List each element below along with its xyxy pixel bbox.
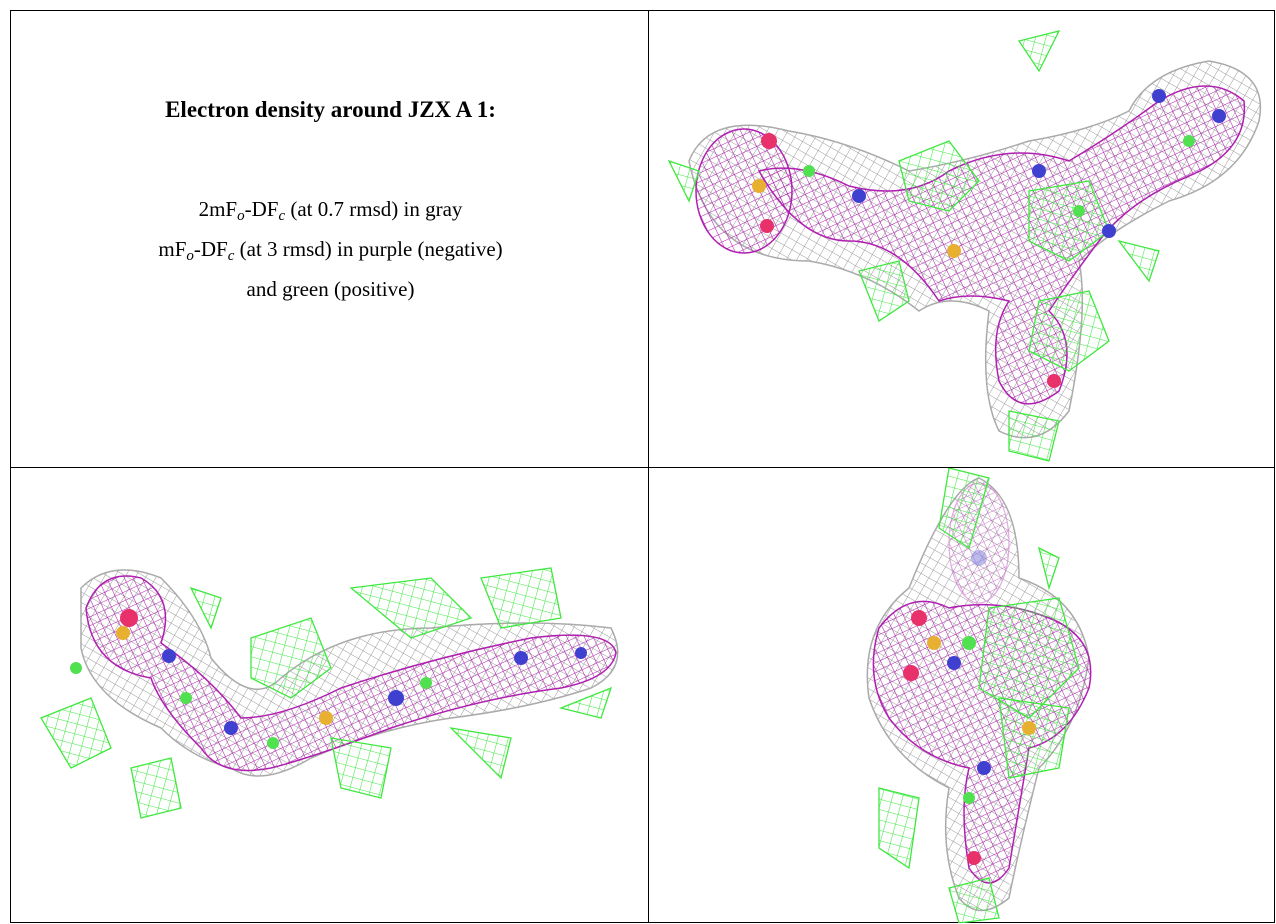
density-view bbox=[649, 10, 1275, 467]
atom bbox=[420, 677, 432, 689]
subscript: o bbox=[237, 208, 245, 224]
atom bbox=[760, 219, 774, 233]
atoms bbox=[70, 609, 587, 749]
subscript: o bbox=[186, 248, 194, 264]
caption-lines: 2mFo-DFc (at 0.7 rmsd) in gray mFo-DFc (at… bbox=[11, 193, 650, 306]
text: (at 3 rmsd) in purple (negative) bbox=[239, 237, 503, 261]
atom bbox=[947, 244, 961, 258]
atom bbox=[514, 651, 528, 665]
atom bbox=[267, 737, 279, 749]
atom bbox=[761, 133, 777, 149]
atom bbox=[116, 626, 130, 640]
atom bbox=[224, 721, 238, 735]
caption-title: Electron density around JZX A 1: bbox=[165, 97, 496, 122]
caption-line: mFo-DFc (at 3 rmsd) in purple (negative) bbox=[11, 233, 650, 273]
subscript: c bbox=[278, 208, 286, 224]
density-render bbox=[866, 468, 1092, 923]
atom bbox=[120, 609, 138, 627]
atom bbox=[927, 636, 941, 650]
atom bbox=[1183, 135, 1195, 147]
atom bbox=[388, 690, 404, 706]
atoms bbox=[752, 89, 1226, 388]
atom bbox=[1152, 89, 1166, 103]
atom bbox=[852, 189, 866, 203]
figure-table: Electron density around JZX A 1: 2mFo-DF… bbox=[10, 10, 1275, 923]
atom bbox=[971, 550, 987, 566]
mesh-purple bbox=[695, 128, 793, 254]
atom bbox=[963, 792, 975, 804]
density-view bbox=[649, 467, 1275, 923]
atom bbox=[752, 179, 766, 193]
atom bbox=[803, 165, 815, 177]
atom bbox=[1102, 224, 1116, 238]
atom bbox=[1022, 721, 1036, 735]
atom bbox=[162, 649, 176, 663]
text: -DF bbox=[193, 237, 228, 261]
atom bbox=[911, 610, 927, 626]
atom bbox=[1073, 205, 1085, 217]
atom bbox=[1212, 109, 1226, 123]
atom bbox=[962, 636, 976, 650]
mesh-purple bbox=[85, 575, 617, 772]
mesh-green bbox=[878, 468, 1080, 923]
density-render bbox=[667, 30, 1262, 462]
atom bbox=[947, 656, 961, 670]
text: -DF bbox=[244, 197, 279, 221]
atom bbox=[70, 662, 82, 674]
caption-cell: Electron density around JZX A 1: 2mFo-DF… bbox=[10, 10, 649, 467]
caption-line: 2mFo-DFc (at 0.7 rmsd) in gray bbox=[11, 193, 650, 233]
atoms bbox=[903, 550, 1036, 865]
text: (at 0.7 rmsd) in gray bbox=[290, 197, 463, 221]
density-view bbox=[10, 467, 649, 923]
text: mF bbox=[158, 237, 187, 261]
mesh-green bbox=[667, 30, 1160, 462]
atom bbox=[1032, 164, 1046, 178]
subscript: c bbox=[227, 248, 235, 264]
atom bbox=[1047, 374, 1061, 388]
atom bbox=[903, 665, 919, 681]
atom bbox=[180, 692, 192, 704]
atom bbox=[575, 647, 587, 659]
atom bbox=[977, 761, 991, 775]
mesh-green bbox=[40, 567, 613, 819]
atom bbox=[319, 711, 333, 725]
atom bbox=[967, 851, 981, 865]
density-render bbox=[40, 567, 619, 819]
text: 2mF bbox=[198, 197, 238, 221]
caption-line: and green (positive) bbox=[246, 277, 415, 301]
